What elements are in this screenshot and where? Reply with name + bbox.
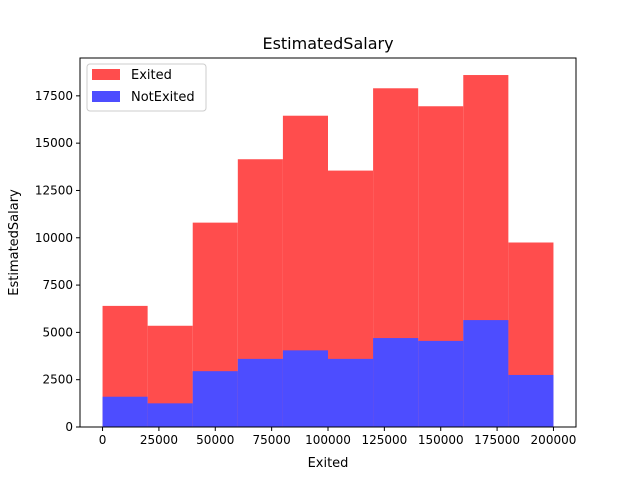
bar-notexited-7 [418, 340, 464, 427]
bar-notexited-2 [192, 371, 238, 427]
bar-notexited-3 [237, 358, 283, 427]
y-tick-label-5: 12500 [35, 183, 73, 197]
bar-notexited-8 [463, 320, 509, 427]
x-tick-label-7: 175000 [474, 433, 520, 447]
x-tick-label-6: 150000 [418, 433, 464, 447]
bar-notexited-6 [373, 338, 419, 427]
x-tick-label-5: 125000 [361, 433, 407, 447]
legend-label-1: NotExited [131, 90, 195, 105]
legend: Exited NotExited [86, 63, 207, 112]
x-tick-label-1: 25000 [140, 433, 178, 447]
x-axis: 0 25000 50000 75000 100000 125000 150000 175000… [99, 427, 577, 447]
x-axis-label: Exited [308, 456, 349, 471]
bar-notexited-5 [328, 358, 374, 427]
y-axis: 0 2500 5000 7500 10000 12500 15000 17500 [35, 89, 80, 434]
x-tick-label-4: 100000 [305, 433, 351, 447]
legend-label-0: Exited [131, 68, 172, 83]
y-tick-label-6: 15000 [35, 136, 73, 150]
x-tick-label-8: 200000 [531, 433, 577, 447]
x-tick-label-2: 50000 [196, 433, 234, 447]
legend-swatch-1 [92, 91, 120, 102]
y-tick-label-7: 17500 [35, 89, 73, 103]
chart-title: EstimatedSalary [262, 34, 393, 53]
legend-swatch-0 [92, 69, 120, 80]
bar-notexited-9 [508, 374, 554, 427]
bar-notexited-4 [282, 350, 328, 427]
bar-notexited-0 [102, 396, 148, 427]
y-tick-label-2: 5000 [42, 325, 73, 339]
y-axis-label: EstimatedSalary [7, 189, 22, 296]
bar-notexited-1 [147, 403, 193, 427]
bars-layer [102, 75, 554, 428]
y-tick-label-0: 0 [65, 420, 73, 434]
y-tick-label-4: 10000 [35, 231, 73, 245]
x-tick-label-3: 75000 [253, 433, 291, 447]
x-tick-label-0: 0 [99, 433, 107, 447]
y-tick-label-1: 2500 [42, 373, 73, 387]
y-tick-label-3: 7500 [42, 278, 73, 292]
